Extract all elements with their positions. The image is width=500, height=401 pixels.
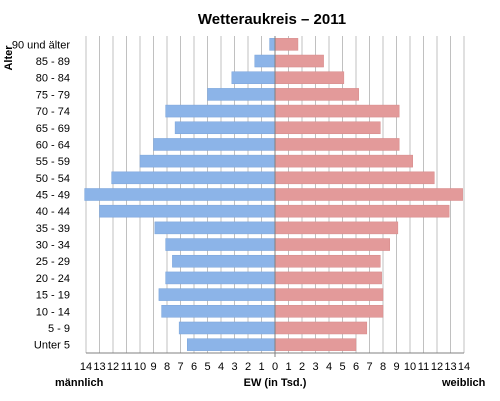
x-tick-label: 11 [418,361,429,373]
male-bar [111,171,276,185]
x-tick-label: 0 [272,361,278,373]
x-tick-label: 2 [245,361,251,373]
category-label: 85 - 89 [36,56,70,68]
category-label: 40 - 44 [36,206,70,218]
x-tick-label: 3 [231,361,237,373]
female-bar [274,154,413,168]
x-tick-label: 8 [164,361,170,373]
bars [84,38,463,351]
category-label: 75 - 79 [36,89,70,101]
female-bar [274,221,399,235]
category-label: 5 - 9 [48,323,70,335]
x-tick-label: 9 [393,361,399,373]
female-bar [274,204,450,218]
x-tick-label: 9 [150,361,156,373]
x-axis-label: EW (in Tsd.) [244,377,307,389]
x-tick-label: 12 [107,361,119,373]
male-bar [178,321,276,335]
category-label: 55 - 59 [36,156,70,168]
category-label: 30 - 34 [36,240,70,252]
female-bar [274,138,400,151]
category-label: 60 - 64 [36,139,70,151]
male-bar [153,138,276,151]
male-bar [231,71,276,84]
x-tick-label: 4 [218,361,224,373]
female-bar [274,104,400,118]
male-bar [187,338,276,351]
category-label: 50 - 54 [36,173,70,185]
x-tick-label: 5 [339,361,345,373]
category-label: 35 - 39 [36,223,70,235]
category-label: 20 - 24 [36,273,70,285]
x-tick-label: 8 [380,361,386,373]
female-bar [274,305,384,318]
category-label: 15 - 19 [36,290,70,302]
female-bar [274,54,324,68]
category-label: 90 und älter [12,39,70,51]
male-bar [99,204,276,218]
male-bar [174,121,276,135]
male-bar [139,154,276,168]
male-bar [165,104,276,118]
category-label: 45 - 49 [36,190,70,202]
male-bar [207,88,276,101]
x-tick-label: 7 [177,361,183,373]
x-tick-labels: 14 13 12 11 10 9 8 7 6 5 4 3 2 1 0 1 2 3 4 5 6 7 8 9 10 11 12 13 14 [80,361,470,373]
female-bar [274,271,382,285]
male-label: männlich [55,377,104,389]
x-tick-label: 13 [444,361,456,373]
x-tick-label: 14 [80,361,92,373]
female-bar [274,254,381,268]
x-tick-label: 14 [458,361,470,373]
category-label: 10 - 14 [36,306,70,318]
x-tick-label: 12 [431,361,443,373]
chart-title: Wetteraukreis – 2011 [198,11,346,28]
male-bar [154,221,276,235]
female-bar [274,38,299,51]
category-label: Unter 5 [34,340,70,352]
male-bar [254,54,276,68]
category-label: 70 - 74 [36,106,70,118]
x-tick-label: 5 [204,361,210,373]
female-bar [274,71,345,84]
male-bar [161,305,276,318]
x-tick-label: 6 [191,361,197,373]
category-labels: 90 und älter 85 - 89 80 - 84 75 - 79 70 - 74… [12,39,70,351]
x-tick-label: 7 [366,361,372,373]
x-tick-label: 4 [326,361,332,373]
female-bar [274,338,357,351]
x-tick-label: 13 [93,361,105,373]
female-bar [274,288,384,301]
y-axis-label: Alter [3,45,15,71]
x-tick-label: 11 [121,361,132,373]
male-bar [165,271,276,285]
male-bar [84,188,276,201]
male-bar [269,38,276,51]
category-label: 80 - 84 [36,73,70,85]
x-tick-label: 2 [299,361,305,373]
x-tick-label: 3 [312,361,318,373]
category-label: 25 - 29 [36,256,70,268]
female-bar [274,171,435,185]
male-bar [172,254,276,268]
female-bar [274,88,359,101]
x-tick-label: 6 [353,361,359,373]
female-label: weiblich [441,377,486,389]
x-tick-label: 10 [404,361,416,373]
x-tick-label: 1 [285,361,291,373]
x-tick-label: 10 [134,361,146,373]
x-tick-label: 1 [258,361,264,373]
female-bar [274,121,381,135]
female-bar [274,238,390,251]
female-bar [274,321,368,335]
female-bar [274,188,463,201]
category-label: 65 - 69 [36,123,70,135]
male-bar [165,238,276,251]
male-bar [158,288,276,301]
